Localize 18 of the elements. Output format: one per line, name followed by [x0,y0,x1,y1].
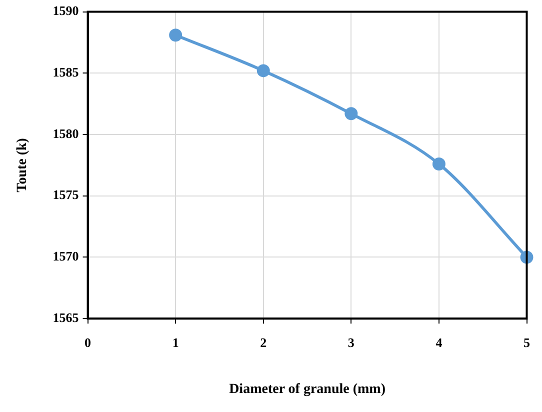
point [344,107,358,120]
x-tick-label: 5 [524,334,530,350]
x-axis-title: Diameter of granule (mm) [229,382,386,398]
x-tick-label: 1 [172,334,179,350]
point [256,64,270,78]
x-tick-label: 3 [348,334,355,350]
x-tick-label: 4 [436,334,443,350]
y-tick-label: 1575 [52,187,80,202]
x-tick-label: 0 [84,334,92,350]
point [169,28,182,42]
y-tick-label: 1570 [52,248,79,264]
y-tick-label: 1565 [52,310,80,325]
point [432,157,446,170]
y-tick-label: 1590 [52,3,79,18]
y-tick-label: 1585 [52,64,80,80]
y-axis-title: Toute (k) [15,138,30,192]
y-tick-label: 1580 [52,126,79,141]
x-tick-label: 2 [260,334,267,350]
